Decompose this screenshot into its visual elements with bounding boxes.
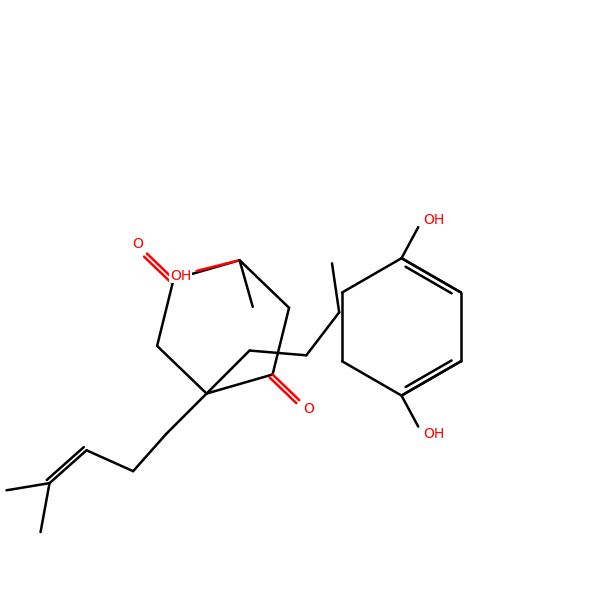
Text: OH: OH (424, 213, 445, 227)
Text: OH: OH (424, 427, 445, 441)
Text: O: O (303, 402, 314, 416)
Text: O: O (132, 238, 143, 251)
Text: OH: OH (170, 269, 191, 283)
